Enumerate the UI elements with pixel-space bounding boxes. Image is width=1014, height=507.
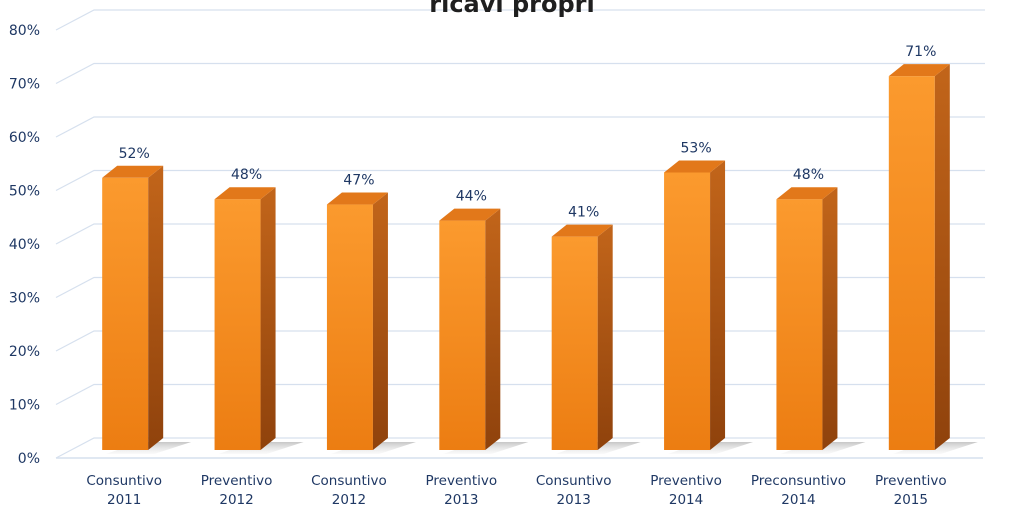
bar xyxy=(888,64,978,454)
data-labels: 52% 48% 47% 44% 41% 53% 48% 71% xyxy=(119,44,937,221)
gridline xyxy=(55,330,985,352)
bar-front xyxy=(326,204,373,450)
data-label: 48% xyxy=(793,167,824,183)
bar-side xyxy=(260,187,276,450)
y-tick-label: 0% xyxy=(18,451,40,467)
x-tick-label: Consuntivo 2012 xyxy=(311,473,387,507)
bar-front xyxy=(102,177,149,451)
y-axis: 0% 10% 20% 30% 40% 50% 60% 70% 80% xyxy=(9,23,40,467)
y-tick-label: 50% xyxy=(9,184,40,200)
data-label: 52% xyxy=(119,146,150,162)
y-tick-label: 70% xyxy=(9,77,40,93)
y-tick-label: 40% xyxy=(9,237,40,253)
x-tick-label: Preventivo 2014 xyxy=(650,473,722,507)
bar-side xyxy=(597,224,613,450)
bar xyxy=(776,187,866,454)
chart-title: ricavi propri xyxy=(429,0,594,18)
data-label: 71% xyxy=(905,44,936,60)
gridline xyxy=(55,116,985,138)
data-label: 47% xyxy=(343,173,374,189)
bar xyxy=(326,192,416,454)
bar-front xyxy=(214,199,261,450)
bar-front xyxy=(439,220,486,450)
bar-top xyxy=(776,187,838,200)
x-tick-label: Consuntivo 2011 xyxy=(86,473,162,507)
bar xyxy=(664,160,754,454)
bar-front xyxy=(664,172,711,450)
bar-front xyxy=(551,236,598,450)
bar-side xyxy=(372,192,388,451)
gridlines xyxy=(55,9,985,459)
bar-side xyxy=(485,208,501,450)
x-tick-label: Preventivo 2015 xyxy=(875,473,947,507)
gridline xyxy=(55,223,985,245)
bar-front xyxy=(888,76,935,451)
bar-top xyxy=(214,187,276,200)
y-tick-label: 30% xyxy=(9,291,40,307)
bar-side xyxy=(822,187,838,450)
bar-top xyxy=(888,64,950,77)
gridline xyxy=(55,383,985,406)
y-tick-label: 80% xyxy=(9,23,40,39)
bar-top xyxy=(551,224,613,237)
bar-side xyxy=(934,64,950,451)
bar-front xyxy=(776,199,823,450)
bar-top xyxy=(664,160,726,173)
data-label: 41% xyxy=(568,205,599,221)
gridline xyxy=(55,9,985,31)
gridline xyxy=(55,276,985,299)
bar xyxy=(102,165,192,454)
bar-top xyxy=(439,208,501,221)
bar xyxy=(214,187,304,454)
data-label: 53% xyxy=(681,140,712,156)
x-axis: Consuntivo 2011 Preventivo 2012 Consuntivo 20… xyxy=(86,473,946,507)
bar xyxy=(551,224,641,454)
bar-top xyxy=(326,192,388,205)
y-tick-label: 20% xyxy=(9,344,40,360)
bar-side xyxy=(148,165,164,451)
y-tick-label: 10% xyxy=(9,398,40,414)
data-label: 44% xyxy=(456,189,487,205)
bar xyxy=(439,208,529,454)
gridline xyxy=(55,169,985,192)
x-tick-label: Consuntivo 2013 xyxy=(536,473,612,507)
y-tick-label: 60% xyxy=(9,130,40,146)
bar-side xyxy=(710,160,726,450)
x-tick-label: Preventivo 2013 xyxy=(426,473,498,507)
data-label: 48% xyxy=(231,167,262,183)
x-tick-label: Preconsuntivo 2014 xyxy=(751,473,846,507)
gridline xyxy=(55,62,985,85)
bars xyxy=(102,64,978,454)
bar-top xyxy=(102,165,164,178)
x-tick-label: Preventivo 2012 xyxy=(201,473,273,507)
